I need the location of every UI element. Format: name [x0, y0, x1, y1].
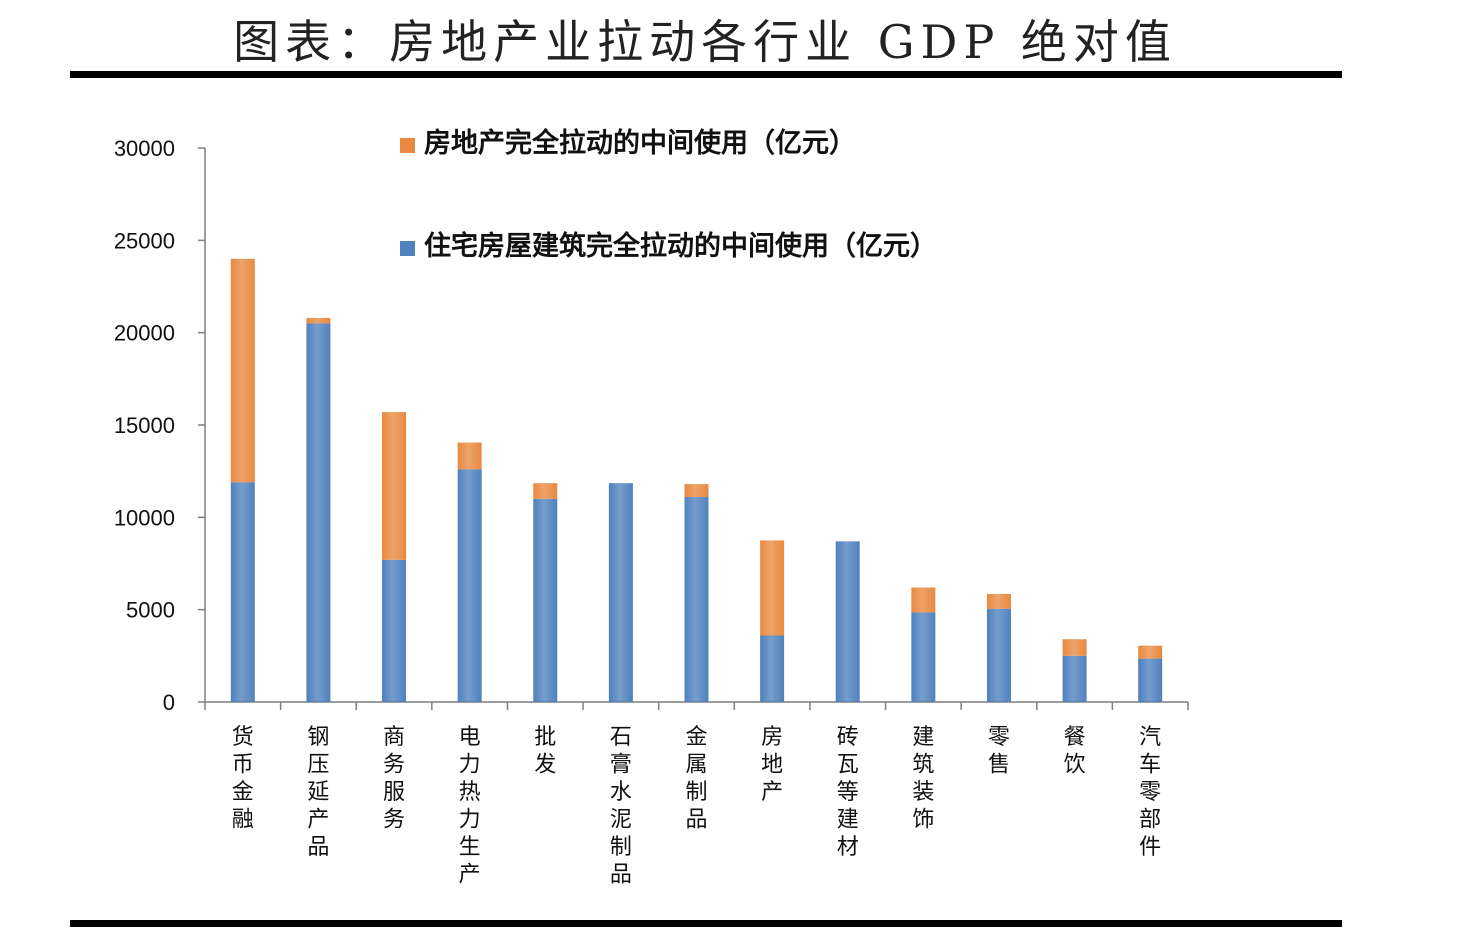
bar-segment	[533, 498, 558, 702]
category-label: 电力热力生产	[459, 725, 481, 888]
category-label: 石膏水泥制品	[610, 725, 632, 888]
bar-segment	[986, 593, 1011, 609]
bottom-rule	[70, 920, 1342, 927]
bar-segment	[1138, 658, 1163, 702]
category-label: 批发	[534, 725, 556, 778]
category-label: 房地产	[761, 725, 783, 805]
bar-segment	[457, 469, 482, 702]
y-tick-label: 20000	[114, 321, 175, 346]
bars	[230, 258, 1163, 702]
y-axis: 0 5000 10000 15000 20000 25000 30000	[114, 136, 206, 715]
bar-segment	[1062, 639, 1087, 656]
category-labels: 货币金融 钢压延产品 商务服务 电力热力生产 批发 石膏水泥制品 金属制品 房地产 砖瓦等建材 建…	[232, 725, 1161, 888]
category-label: 零售	[988, 725, 1010, 778]
bar-segment	[382, 559, 407, 702]
x-axis	[204, 701, 1189, 710]
y-tick-label: 10000	[114, 505, 175, 530]
category-label: 建筑装饰	[912, 725, 934, 833]
y-tick-label: 30000	[114, 136, 175, 161]
y-tick-label: 15000	[114, 413, 175, 438]
top-rule	[70, 71, 1342, 78]
bar-segment	[760, 540, 785, 636]
bar-segment	[1138, 645, 1163, 659]
bar-segment	[684, 497, 709, 702]
bar-segment	[835, 541, 860, 702]
bar-segment	[306, 323, 331, 702]
chart-title: 图表：房地产业拉动各行业 GDP 绝对值	[233, 15, 1177, 69]
legend: 房地产完全拉动的中间使用（亿元） 住宅房屋建筑完全拉动的中间使用（亿元）	[400, 127, 937, 262]
category-label: 餐饮	[1064, 725, 1086, 778]
category-label: 砖瓦等建材	[837, 725, 859, 860]
legend-swatch	[400, 138, 415, 153]
category-label: 货币金融	[232, 725, 254, 833]
category-label: 钢压延产品	[307, 725, 329, 860]
category-label: 商务服务	[383, 725, 405, 833]
category-label: 金属制品	[685, 725, 707, 833]
y-tick-label: 25000	[114, 228, 175, 253]
bar-segment	[457, 442, 482, 470]
y-tick-label: 0	[163, 690, 175, 715]
legend-swatch	[400, 241, 415, 256]
y-tick-label: 5000	[126, 598, 175, 623]
legend-label: 房地产完全拉动的中间使用（亿元）	[424, 127, 856, 159]
bar-segment	[760, 635, 785, 702]
legend-label: 住宅房屋建筑完全拉动的中间使用（亿元）	[424, 230, 937, 262]
bar-segment	[382, 412, 407, 560]
bar-segment	[533, 483, 558, 499]
bar-segment	[306, 317, 331, 324]
bar-segment	[608, 483, 633, 702]
bar-segment	[911, 587, 936, 613]
bar-segment	[911, 612, 936, 702]
category-label: 汽车零部件	[1139, 725, 1161, 860]
bar-segment	[1062, 655, 1087, 702]
bar-segment	[230, 482, 255, 702]
bar-segment	[684, 484, 709, 498]
bar-segment	[986, 608, 1011, 702]
bar-segment	[230, 258, 255, 483]
